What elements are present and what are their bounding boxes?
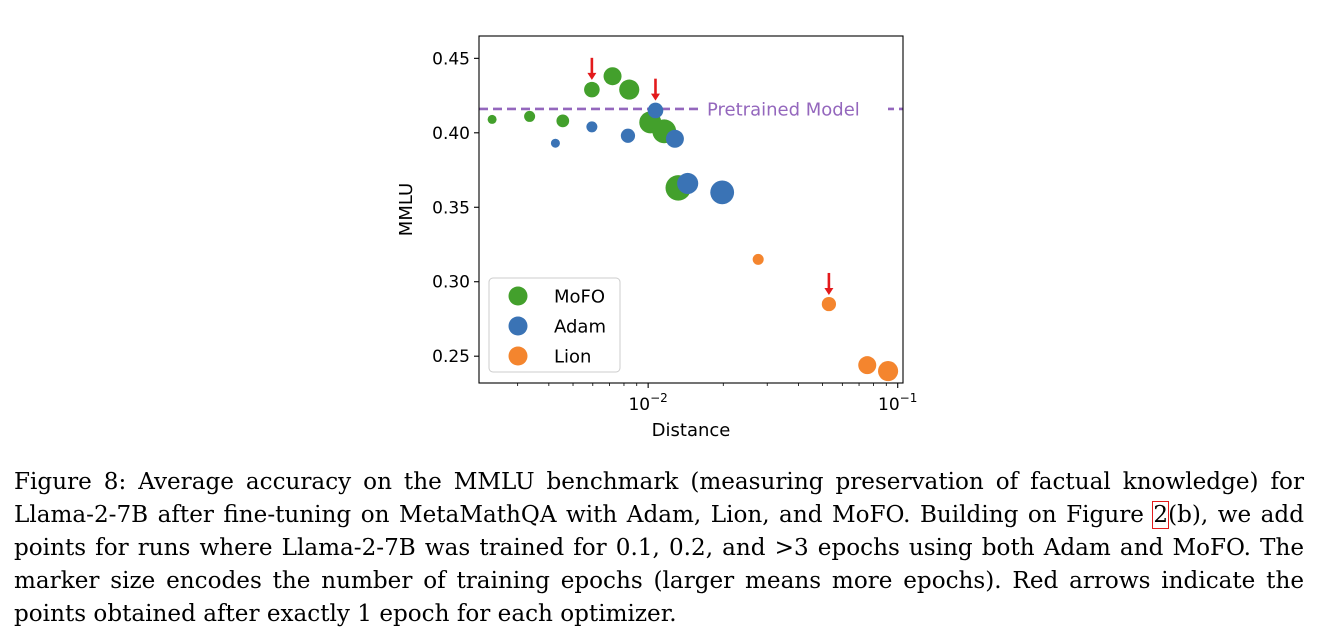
figure: Pretrained Model 0.25 0.30 0.35 0.40 0.45 10−… [396, 35, 917, 441]
arrow-head [587, 72, 597, 80]
y-tick-label: 0.45 [432, 49, 470, 69]
mofo-legend-marker [508, 286, 528, 306]
adam-point [647, 102, 664, 119]
adam-legend-marker [508, 316, 528, 336]
y-tick-label: 0.30 [432, 273, 470, 293]
arrow-head [650, 93, 660, 101]
y-tick-label: 0.35 [432, 198, 470, 218]
caption-text-after-ref: (b), we add points for runs where Llama-… [14, 502, 1304, 627]
lion-point [821, 296, 837, 312]
x-tick-label: 10−2 [628, 391, 667, 415]
mofo-one-epoch-arrow [587, 57, 597, 80]
mofo-point [619, 79, 640, 100]
adam-point [586, 121, 598, 133]
mofo-point [556, 114, 570, 128]
y-axis-label: MMLU [396, 183, 417, 236]
arrow-head [824, 287, 834, 295]
mofo-point [603, 67, 622, 86]
adam-point [550, 138, 560, 148]
lion-legend-label: Lion [554, 347, 591, 368]
lion-legend-marker [508, 346, 528, 366]
lion-one-epoch-arrow [824, 272, 834, 295]
legend: MoFO Adam Lion [488, 277, 621, 373]
adam-legend-label: Adam [554, 317, 606, 338]
adam-point [665, 129, 684, 148]
adam-point [710, 180, 735, 205]
mofo-point [584, 81, 600, 98]
lion-point [752, 253, 764, 265]
figure-reference-link[interactable]: 2 [1152, 501, 1170, 529]
y-tick-label: 0.40 [432, 124, 470, 144]
lion-point [878, 361, 899, 382]
adam-point [620, 128, 636, 143]
adam-point [677, 172, 699, 194]
mmlu-distance-scatter-chart: Pretrained Model 0.25 0.30 0.35 0.40 0.45 10−… [396, 35, 917, 441]
y-tick-label: 0.25 [432, 347, 470, 367]
x-axis-label: Distance [652, 420, 731, 441]
x-tick-label: 10−1 [878, 391, 917, 415]
adam-one-epoch-arrow [650, 78, 660, 101]
mofo-point [524, 110, 536, 122]
figure-caption: Figure 8: Average accuracy on the MMLU b… [14, 466, 1304, 631]
plot-frame [478, 35, 904, 384]
caption-text-before-ref: Figure 8: Average accuracy on the MMLU b… [14, 469, 1304, 528]
mofo-legend-label: MoFO [554, 287, 605, 308]
mofo-point [487, 114, 497, 124]
pretrained-model-label-background [699, 95, 888, 122]
lion-point [858, 356, 877, 375]
pretrained-model-label: Pretrained Model [707, 99, 860, 120]
